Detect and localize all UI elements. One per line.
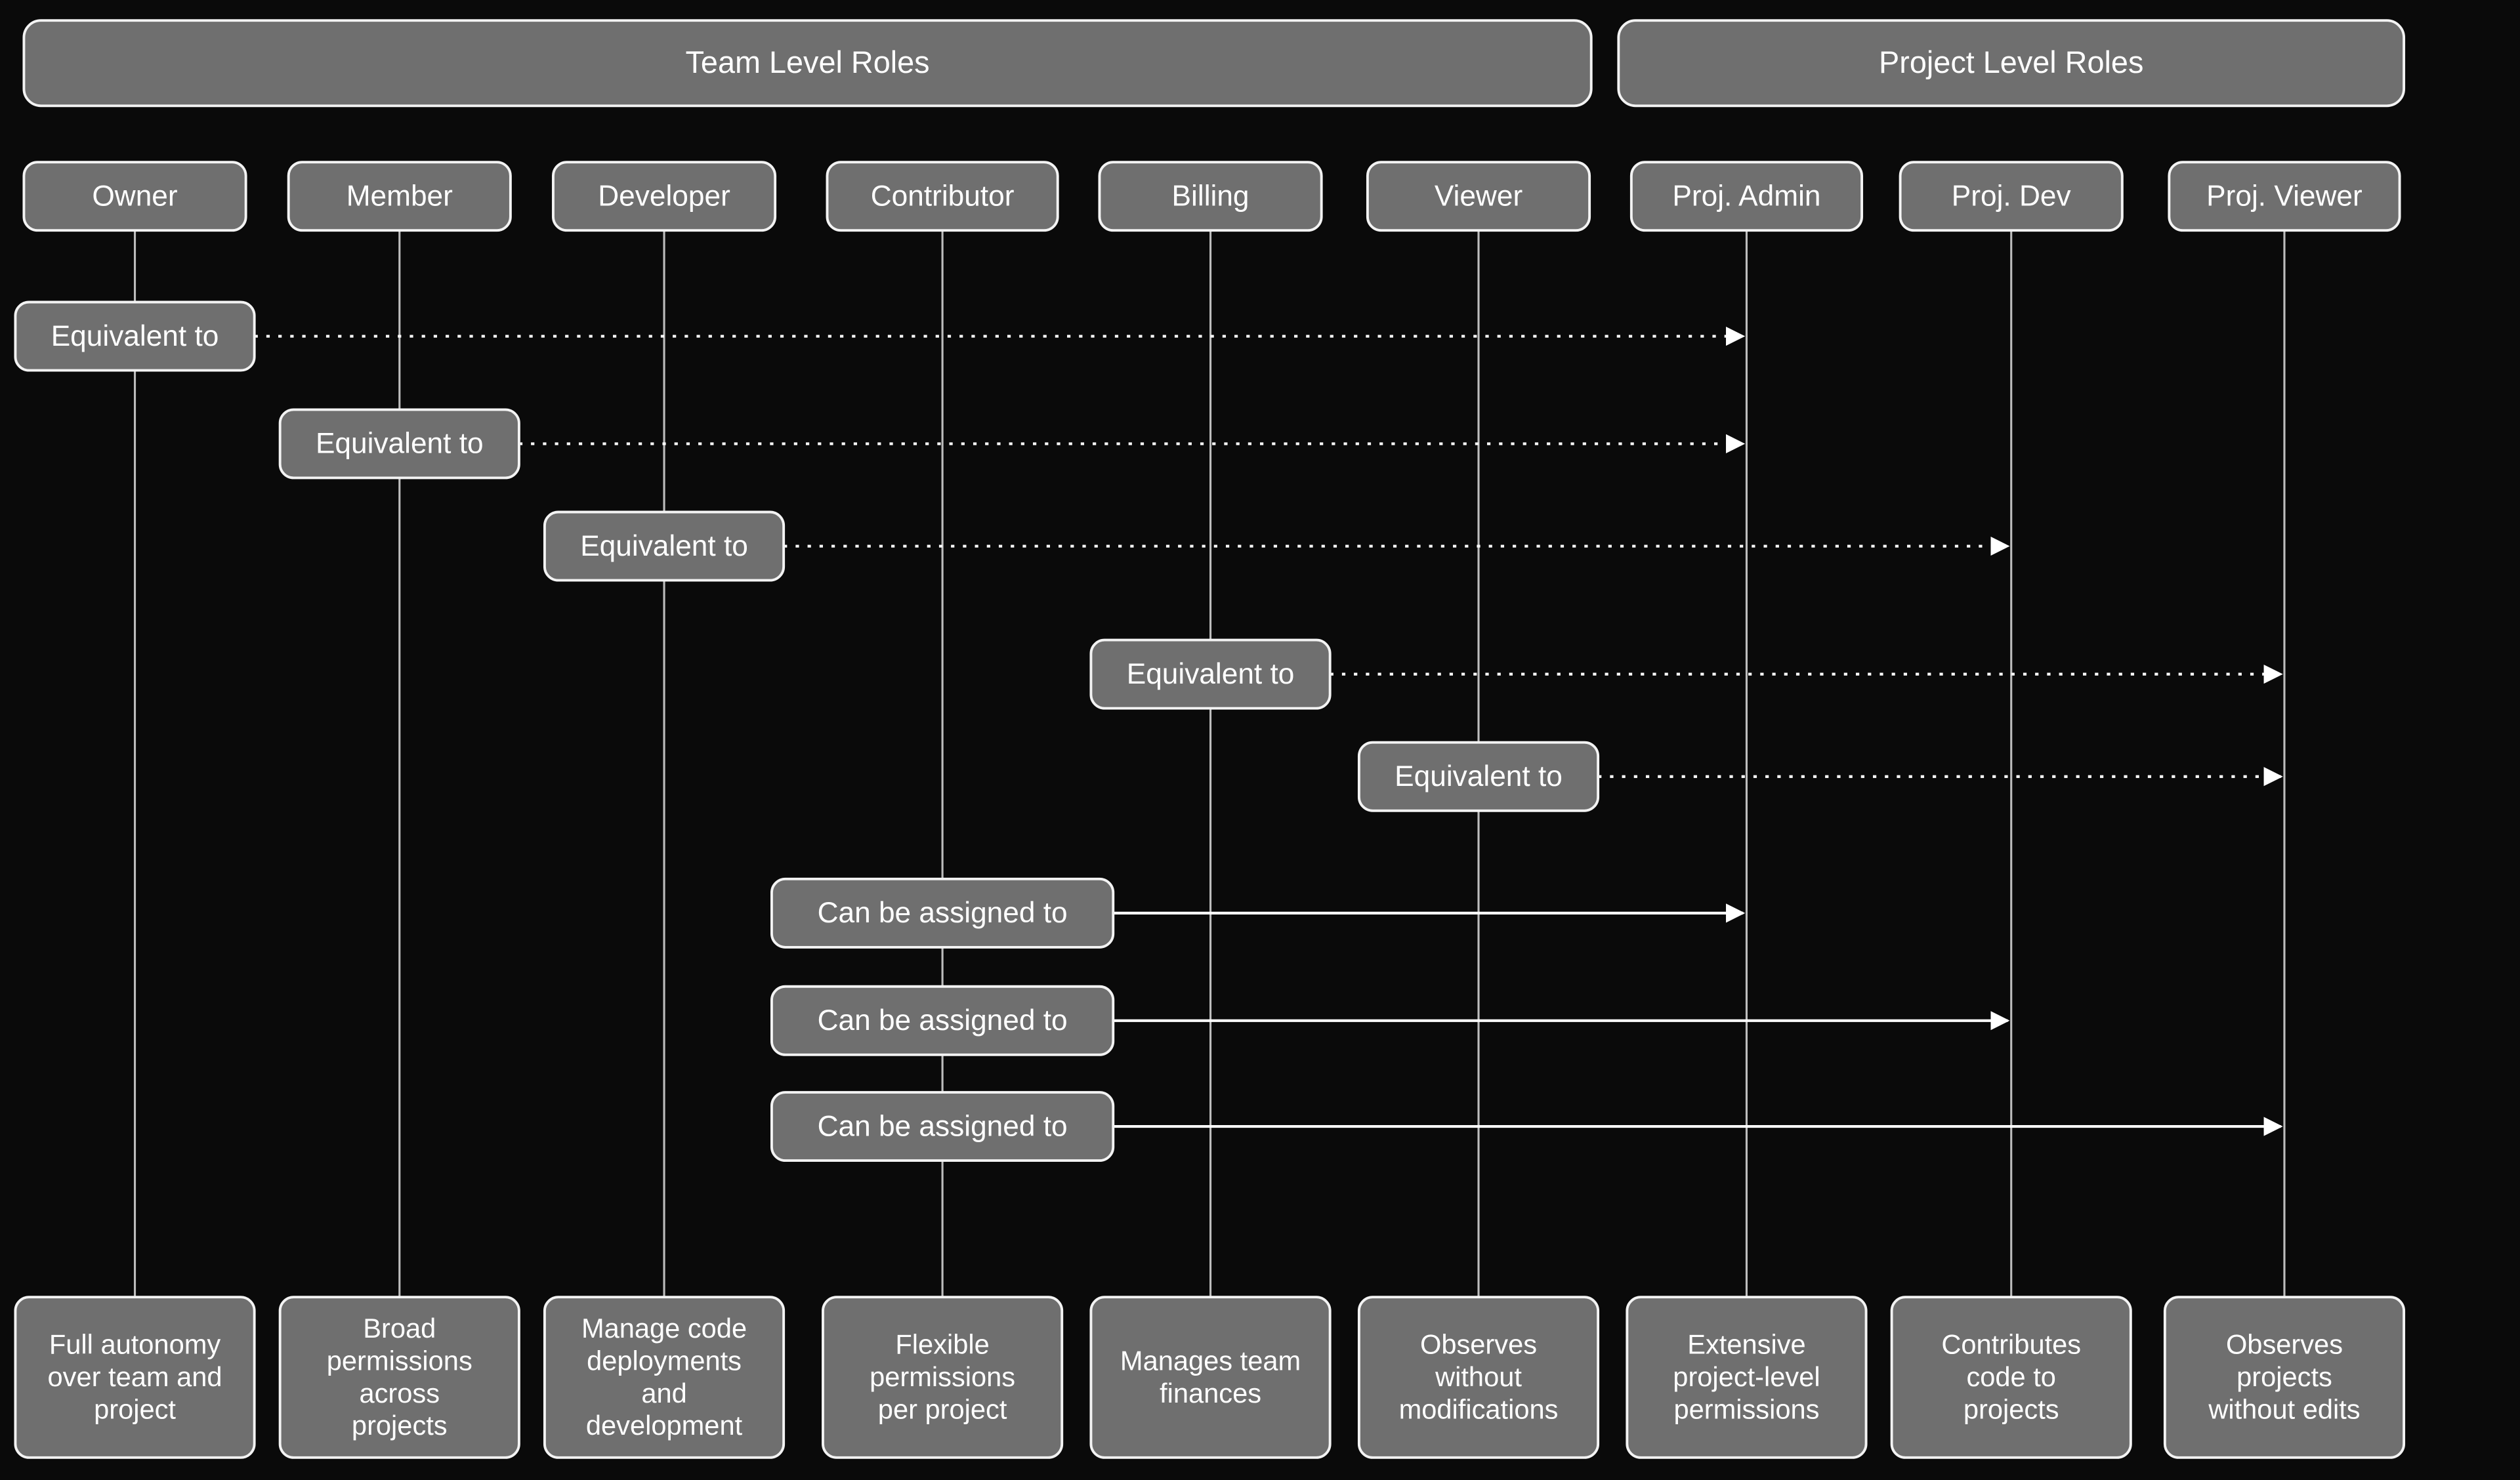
desc-proj-viewer-line-0: Observes [2226, 1329, 2343, 1360]
desc-contributor-line-1: permissions [870, 1361, 1015, 1392]
desc-proj-dev-line-0: Contributes [1941, 1329, 2081, 1360]
connector-label-6: Can be assigned to [818, 1004, 1068, 1037]
desc-proj-dev-line-2: projects [1964, 1394, 2059, 1425]
desc-developer-line-3: development [586, 1410, 743, 1441]
role-billing-label: Billing [1172, 180, 1250, 212]
desc-owner-line-2: project [94, 1394, 176, 1425]
desc-member-line-1: permissions [327, 1345, 472, 1376]
role-viewer-label: Viewer [1435, 180, 1522, 212]
connector-label-4: Equivalent to [1395, 760, 1563, 792]
desc-proj-dev-line-1: code to [1966, 1361, 2056, 1392]
desc-owner-line-1: over team and [48, 1361, 222, 1392]
connector-label-2: Equivalent to [580, 530, 748, 562]
desc-contributor-line-0: Flexible [895, 1329, 989, 1360]
role-proj-viewer-label: Proj. Viewer [2206, 180, 2362, 212]
desc-developer-line-0: Manage code [581, 1313, 747, 1344]
role-proj-dev-label: Proj. Dev [1952, 180, 2071, 212]
desc-billing-line-1: finances [1160, 1378, 1261, 1408]
desc-proj-admin-line-0: Extensive [1687, 1329, 1805, 1360]
desc-billing-line-0: Manages team [1120, 1345, 1301, 1376]
desc-owner-line-0: Full autonomy [49, 1329, 221, 1360]
desc-member-line-2: across [359, 1378, 440, 1408]
role-owner-label: Owner [92, 180, 177, 212]
connector-label-3: Equivalent to [1127, 658, 1295, 690]
desc-proj-viewer-line-1: projects [2236, 1361, 2332, 1392]
desc-contributor-line-2: per project [878, 1394, 1007, 1425]
desc-member-line-0: Broad [363, 1313, 436, 1344]
connector-label-0: Equivalent to [51, 320, 219, 352]
desc-proj-viewer-line-2: without edits [2208, 1394, 2360, 1425]
role-proj-admin-label: Proj. Admin [1672, 180, 1820, 212]
connector-label-7: Can be assigned to [818, 1110, 1068, 1142]
desc-viewer-line-0: Observes [1420, 1329, 1537, 1360]
project-header-label: Project Level Roles [1879, 45, 2143, 79]
desc-developer-line-2: and [641, 1378, 686, 1408]
desc-viewer-line-2: modifications [1399, 1394, 1559, 1425]
desc-viewer-line-1: without [1435, 1361, 1522, 1392]
desc-proj-admin-line-2: permissions [1673, 1394, 1819, 1425]
desc-member-line-3: projects [352, 1410, 448, 1441]
team-header-label: Team Level Roles [686, 45, 930, 79]
desc-proj-admin-line-1: project-level [1673, 1361, 1820, 1392]
role-member-label: Member [346, 180, 453, 212]
role-contributor-label: Contributor [871, 180, 1015, 212]
role-developer-label: Developer [598, 180, 730, 212]
roles-diagram: Team Level Roles Project Level Roles Owner… [0, 0, 2520, 1480]
desc-developer-line-1: deployments [587, 1345, 742, 1376]
connector-label-5: Can be assigned to [818, 897, 1068, 929]
connector-label-1: Equivalent to [316, 428, 484, 460]
